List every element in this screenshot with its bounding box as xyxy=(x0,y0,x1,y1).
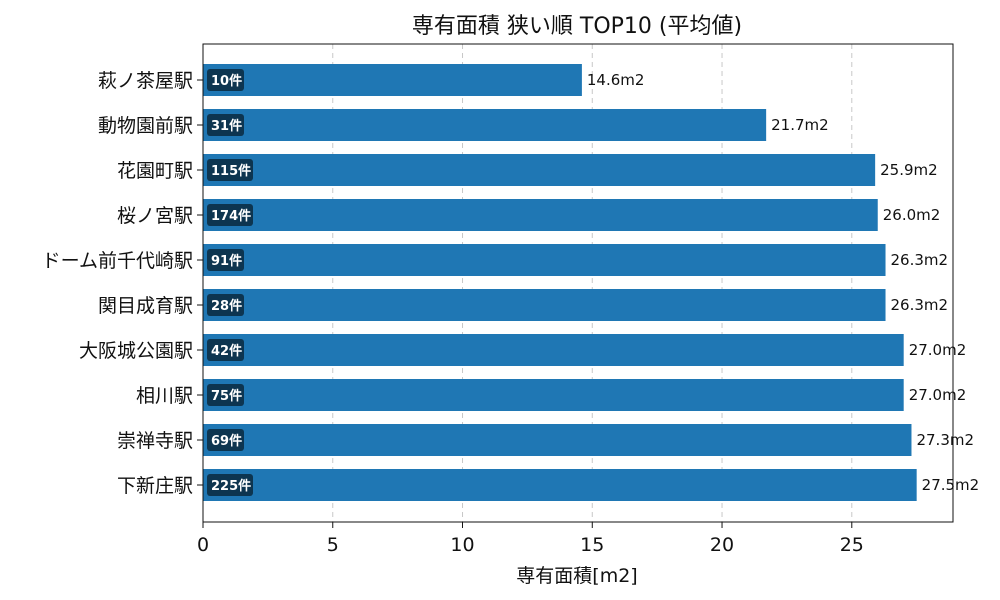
count-badge-2 xyxy=(207,159,253,181)
category-label-8: 崇禅寺駅 xyxy=(117,430,193,452)
category-label-1: 動物園前駅 xyxy=(98,115,193,137)
bar-7 xyxy=(203,379,904,411)
value-label-5: 26.3m2 xyxy=(891,296,949,314)
x-tick-label-0: 0 xyxy=(197,534,209,556)
bar-5 xyxy=(203,289,886,321)
count-label-4: 91件 xyxy=(211,253,242,269)
bar-9 xyxy=(203,469,917,501)
count-badge-6 xyxy=(207,339,244,361)
count-label-9: 225件 xyxy=(211,478,251,494)
category-label-2: 花園町駅 xyxy=(117,160,193,182)
count-label-8: 69件 xyxy=(211,433,242,449)
chart-title: 専有面積 狭い順 TOP10 (平均値) xyxy=(412,14,742,39)
count-label-1: 31件 xyxy=(211,118,242,134)
count-badge-8 xyxy=(207,429,244,451)
bar-0 xyxy=(203,64,582,96)
x-axis-ticks: 0 5 10 15 20 25 xyxy=(197,522,864,556)
x-tick-label-5: 25 xyxy=(840,534,864,556)
count-badge-0 xyxy=(207,69,244,91)
category-label-0: 萩ノ茶屋駅 xyxy=(98,70,193,92)
count-badge-3 xyxy=(207,204,253,226)
bar-3 xyxy=(203,199,878,231)
count-badge-1 xyxy=(207,114,244,136)
plot-frame xyxy=(202,43,954,523)
bar-4 xyxy=(203,244,886,276)
bar-6 xyxy=(203,334,904,366)
count-badge-7 xyxy=(207,384,244,406)
value-label-8: 27.3m2 xyxy=(916,431,974,449)
category-label-3: 桜ノ宮駅 xyxy=(117,205,193,227)
value-label-2: 25.9m2 xyxy=(880,161,938,179)
value-label-3: 26.0m2 xyxy=(883,206,941,224)
category-label-7: 相川駅 xyxy=(136,385,193,407)
category-label-6: 大阪城公園駅 xyxy=(79,340,193,362)
value-label-0: 14.6m2 xyxy=(587,71,645,89)
count-badge-4 xyxy=(207,249,244,271)
x-tick-label-3: 15 xyxy=(580,534,604,556)
category-label-4: ドーム前千代崎駅 xyxy=(42,250,193,272)
count-badge-9 xyxy=(207,474,253,496)
x-tick-label-4: 20 xyxy=(710,534,734,556)
bars xyxy=(203,64,917,501)
x-tick-label-2: 10 xyxy=(450,534,474,556)
count-label-7: 75件 xyxy=(211,388,242,404)
bar-8 xyxy=(203,424,912,456)
value-label-6: 27.0m2 xyxy=(909,341,967,359)
x-axis-label: 専有面積[m2] xyxy=(516,565,637,587)
bar-2 xyxy=(203,154,876,186)
category-label-5: 関目成育駅 xyxy=(98,295,193,317)
category-label-9: 下新庄駅 xyxy=(117,475,193,497)
value-label-1: 21.7m2 xyxy=(771,116,829,134)
count-label-3: 174件 xyxy=(211,208,251,224)
count-label-2: 115件 xyxy=(211,163,251,179)
count-label-5: 28件 xyxy=(211,298,242,314)
count-label-0: 10件 xyxy=(211,73,242,89)
x-tick-label-1: 5 xyxy=(327,534,339,556)
bar-1 xyxy=(203,109,767,141)
value-label-4: 26.3m2 xyxy=(891,251,949,269)
value-label-7: 27.0m2 xyxy=(909,386,967,404)
count-label-6: 42件 xyxy=(211,343,242,359)
count-badge-5 xyxy=(207,294,244,316)
value-label-9: 27.5m2 xyxy=(922,476,980,494)
